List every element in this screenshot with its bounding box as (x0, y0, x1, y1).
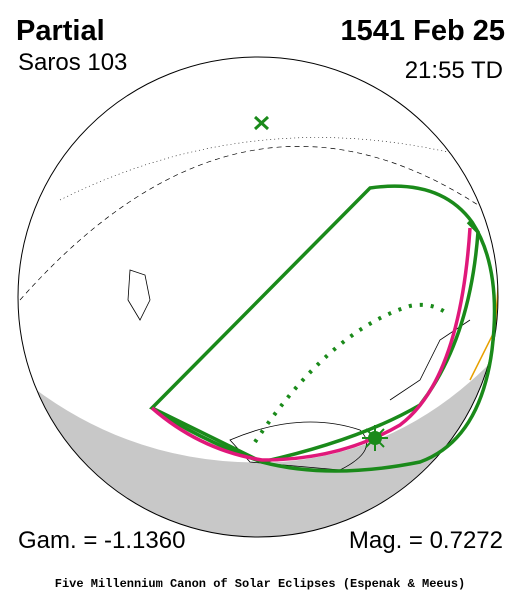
eclipse-type: Partial (16, 15, 105, 47)
globe-outline (17, 56, 499, 538)
gamma: Gam. = -1.1360 (18, 527, 185, 554)
equator (59, 137, 481, 201)
land (127, 269, 367, 471)
penumbra-outline (149, 184, 497, 473)
magnitude: Mag. = 0.7272 (349, 527, 503, 554)
terminator (19, 146, 498, 301)
saros: Saros 103 (18, 49, 127, 76)
max-eclipse-curve (150, 227, 472, 462)
credit: Five Millennium Canon of Solar Eclipses … (55, 577, 465, 591)
time: 21:55 TD (405, 57, 503, 84)
date: 1541 Feb 25 (341, 15, 505, 47)
greatest-eclipse-marker (362, 425, 388, 451)
greatest-eclipse-path (253, 302, 447, 444)
sub-solar-point (253, 115, 270, 131)
